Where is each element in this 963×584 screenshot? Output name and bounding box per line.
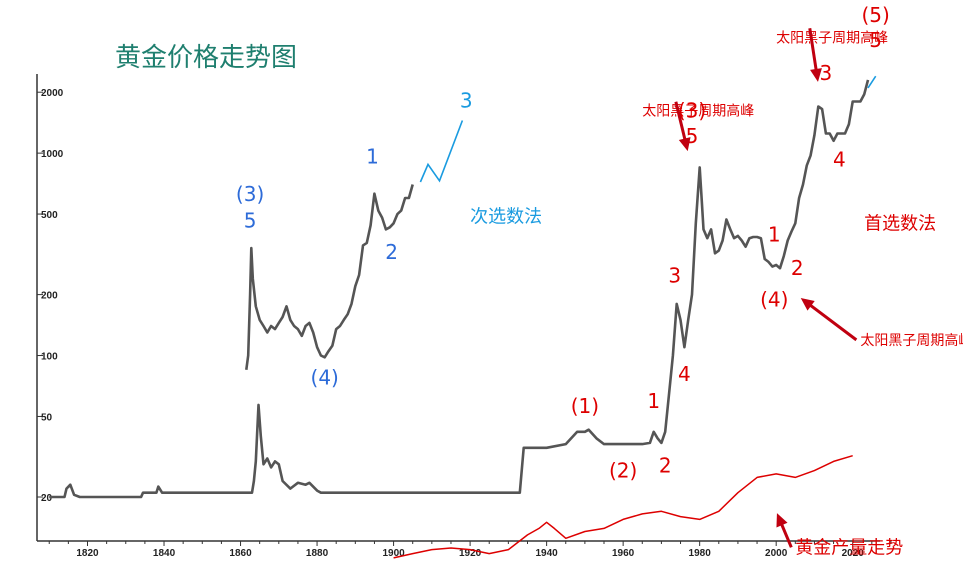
annotation-arrow: [674, 101, 688, 144]
x-tick-label: 1820: [76, 548, 99, 559]
annotation-arrowhead: [800, 298, 815, 311]
wave-label: 1: [647, 389, 660, 413]
x-tick-label: 1860: [229, 548, 252, 559]
gold-price-line-upper: [245, 184, 414, 370]
x-tick-label: 1920: [459, 548, 482, 559]
annotation-arrowhead: [776, 513, 788, 528]
y-tick-label: 20: [41, 493, 53, 504]
annotation-label: 太阳黑子周期高峰: [776, 29, 888, 46]
annotation-label: 太阳黑子周期高峰: [642, 103, 754, 120]
wave-label: 3: [668, 263, 681, 287]
x-tick-label: 1940: [535, 548, 558, 559]
wave-label: 4: [833, 147, 846, 171]
wave-label: 5: [869, 28, 882, 52]
wave-label: (3): [678, 98, 706, 122]
x-tick-label: 1840: [153, 548, 176, 559]
x-tick-label: 2000: [765, 548, 788, 559]
y-tick-label: 100: [41, 352, 58, 363]
x-ticks: 1820 1840 1860 1880 1900 1920 1940 1960 1980 2000…: [48, 541, 892, 559]
y-tick-label: 500: [41, 210, 58, 221]
wave-label: (4): [311, 365, 339, 389]
y-tick-label: 2000: [41, 88, 64, 99]
gold-production-line: [393, 454, 853, 559]
x-tick-label: 1880: [306, 548, 329, 559]
wave-label: 2: [791, 256, 804, 280]
annotation-layer: (3)512(4)3次选数法(1)(2)1234(3)512(4)34(5)5首…: [236, 3, 963, 559]
annotation-arrow: [808, 28, 819, 75]
annotation-label: 太阳黑子周期高峰: [860, 332, 963, 349]
wave-label: 2: [659, 453, 672, 477]
wave-label: 2: [385, 240, 398, 264]
wave-label: (4): [760, 287, 788, 311]
wave-label: (5): [861, 3, 889, 27]
wave-label: (2): [609, 458, 637, 482]
y-ticks: 20 50 100 200 500 1000 2000: [37, 88, 64, 504]
y-tick-label: 50: [41, 412, 53, 423]
x-tick-label: 1980: [689, 548, 712, 559]
wave-projection-line: [419, 120, 464, 183]
wave-label: (1): [571, 394, 599, 418]
gold-price-line-lower: [49, 79, 870, 499]
annotation-arrowhead: [678, 137, 691, 152]
annotation-arrowhead: [810, 68, 822, 82]
wave-projection-line: [867, 75, 877, 89]
series-layer: [49, 75, 877, 559]
annotation-label: 次选数法: [470, 206, 542, 227]
x-tick-label: 1960: [612, 548, 635, 559]
y-tick-label: 200: [41, 291, 58, 302]
wave-label: (3): [236, 182, 264, 206]
x-tick-label: 2020: [842, 548, 865, 559]
chart-title: 黄金价格走势图: [115, 43, 297, 73]
wave-label: 4: [678, 362, 691, 386]
annotation-label: 黄金产量走势: [795, 538, 903, 559]
wave-label: 3: [820, 61, 833, 85]
x-tick-label: 1900: [382, 548, 405, 559]
wave-label: 3: [460, 89, 473, 113]
wave-label: 5: [244, 208, 257, 232]
annotation-arrow: [806, 301, 858, 342]
annotation-label: 首选数法: [864, 213, 936, 234]
wave-label: 1: [366, 144, 379, 168]
y-tick-label: 1000: [41, 149, 64, 160]
wave-label: 1: [768, 223, 781, 247]
